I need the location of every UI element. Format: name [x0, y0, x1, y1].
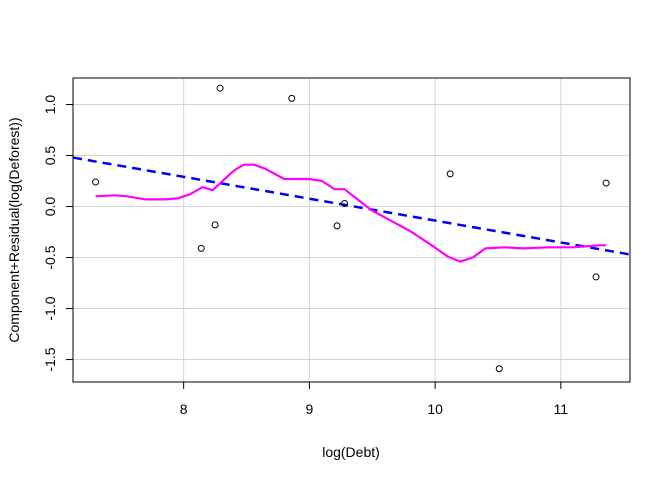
smooth-fit-layer — [95, 163, 607, 263]
y-axis: -1.5 -1.0 -0.5 0.0 0.5 1.0 — [42, 95, 73, 372]
data-point — [592, 273, 600, 281]
y-tick-label: -1.5 — [42, 347, 58, 371]
data-point — [495, 365, 503, 373]
y-tick-label: -1.0 — [42, 296, 58, 320]
data-point — [288, 94, 296, 102]
smooth-fit-line — [95, 163, 607, 263]
data-point — [216, 84, 224, 92]
linear-fit-line — [72, 156, 631, 256]
x-axis-label: log(Debt) — [322, 444, 380, 460]
grid-lines — [73, 78, 630, 382]
x-axis: 8 9 10 11 — [180, 382, 569, 417]
data-point — [197, 244, 205, 252]
data-point — [341, 199, 349, 207]
plot-frame — [72, 77, 631, 383]
x-tick-label: 11 — [554, 401, 569, 417]
x-tick-label: 10 — [427, 401, 443, 417]
y-tick-label: -0.5 — [42, 245, 58, 269]
x-tick-label: 8 — [180, 401, 188, 417]
data-point — [92, 178, 100, 186]
data-point — [333, 222, 341, 230]
y-axis-label: Component+Residual(log(Deforest)) — [6, 117, 22, 342]
data-points — [92, 84, 610, 373]
data-point — [602, 179, 610, 187]
data-point — [446, 170, 454, 178]
data-point — [211, 221, 219, 229]
y-tick-label: 0.5 — [42, 146, 58, 166]
linear-fit-layer — [72, 156, 631, 256]
x-tick-label: 9 — [305, 401, 313, 417]
y-tick-label: 0.0 — [42, 197, 58, 217]
y-tick-label: 1.0 — [42, 95, 58, 115]
